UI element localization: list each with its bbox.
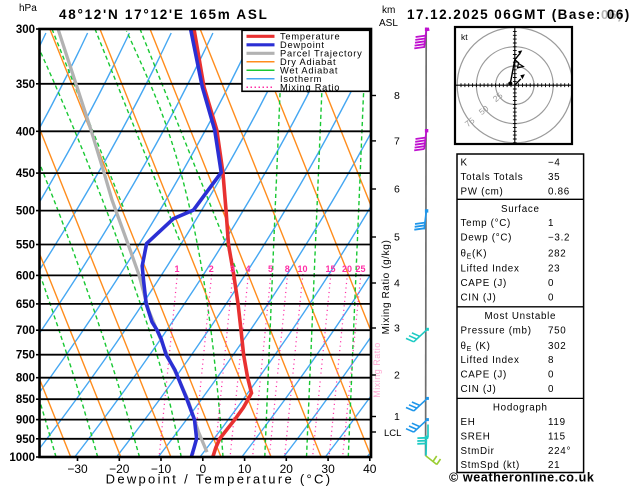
- svg-text:4: 4: [394, 278, 400, 290]
- svg-text:Most Unstable: Most Unstable: [484, 311, 556, 322]
- svg-text:Dewp (°C): Dewp (°C): [461, 233, 513, 244]
- svg-text:15: 15: [325, 264, 335, 274]
- svg-text:−30: −30: [67, 462, 88, 476]
- svg-text:850: 850: [16, 394, 35, 406]
- svg-text:550: 550: [16, 240, 35, 252]
- svg-text:0: 0: [548, 292, 554, 303]
- svg-text:CIN (J): CIN (J): [461, 384, 497, 395]
- svg-text:3: 3: [394, 323, 400, 335]
- svg-text:10: 10: [297, 264, 307, 274]
- svg-text:CAPE (J): CAPE (J): [461, 278, 507, 289]
- svg-text:PW (cm): PW (cm): [461, 186, 504, 197]
- svg-text:EH: EH: [461, 417, 476, 428]
- svg-text:8: 8: [394, 90, 400, 102]
- svg-text:Totals Totals: Totals Totals: [461, 172, 524, 183]
- svg-text:950: 950: [16, 434, 35, 446]
- svg-text:8: 8: [548, 355, 554, 366]
- svg-text:CAPE (J): CAPE (J): [461, 370, 507, 381]
- svg-text:hPa: hPa: [19, 3, 37, 14]
- svg-text:CIN (J): CIN (J): [461, 292, 497, 303]
- svg-text:θE(K): θE(K): [461, 248, 488, 260]
- svg-text:17.12.2025 06GMT (Base: 06): 17.12.2025 06GMT (Base: 06): [407, 7, 629, 22]
- svg-text:224°: 224°: [548, 446, 571, 457]
- svg-text:0: 0: [548, 384, 554, 395]
- svg-text:23: 23: [548, 264, 560, 275]
- svg-text:1: 1: [174, 264, 179, 274]
- svg-text:119: 119: [548, 417, 566, 428]
- svg-text:2: 2: [209, 264, 214, 274]
- svg-text:LCL: LCL: [384, 428, 401, 439]
- svg-text:35: 35: [548, 172, 560, 183]
- svg-text:θE (K): θE (K): [461, 341, 491, 353]
- svg-text:400: 400: [16, 126, 35, 138]
- svg-text:2: 2: [394, 370, 400, 382]
- svg-text:6: 6: [394, 184, 400, 196]
- svg-text:Surface: Surface: [501, 204, 540, 215]
- svg-text:K: K: [461, 158, 468, 169]
- svg-text:km: km: [382, 5, 395, 16]
- svg-text:ASL: ASL: [379, 18, 398, 29]
- svg-text:Mixing Ratio (g/kg): Mixing Ratio (g/kg): [381, 240, 392, 335]
- svg-text:−3.2: −3.2: [548, 233, 570, 244]
- svg-text:Pressure (mb): Pressure (mb): [461, 325, 532, 336]
- svg-text:Lifted Index: Lifted Index: [461, 355, 520, 366]
- svg-text:600: 600: [16, 270, 35, 282]
- svg-text:4: 4: [245, 264, 250, 274]
- svg-text:1: 1: [394, 411, 400, 423]
- svg-text:48°12'N 17°12'E 165m ASL: 48°12'N 17°12'E 165m ASL: [59, 7, 269, 22]
- svg-text:750: 750: [16, 350, 35, 362]
- svg-text:StmDir: StmDir: [461, 446, 495, 457]
- svg-text:8: 8: [285, 264, 290, 274]
- svg-text:1000: 1000: [9, 452, 35, 464]
- svg-text:SREH: SREH: [461, 431, 491, 442]
- svg-text:kt: kt: [461, 32, 468, 42]
- svg-text:0: 0: [548, 370, 554, 381]
- svg-text:40: 40: [363, 462, 377, 476]
- svg-text:3: 3: [230, 264, 235, 274]
- svg-text:900: 900: [16, 415, 35, 427]
- svg-text:5: 5: [394, 232, 400, 244]
- svg-text:800: 800: [16, 373, 35, 385]
- svg-text:750: 750: [548, 325, 566, 336]
- svg-text:0: 0: [548, 278, 554, 289]
- svg-text:450: 450: [16, 168, 35, 180]
- svg-text:700: 700: [16, 325, 35, 337]
- svg-text:7: 7: [394, 135, 400, 147]
- svg-text:Dewpoint / Temperature (°C): Dewpoint / Temperature (°C): [106, 472, 333, 487]
- svg-text:Mixing Ratio: Mixing Ratio: [372, 342, 382, 398]
- svg-text:500: 500: [16, 206, 35, 218]
- svg-text:350: 350: [16, 79, 35, 91]
- svg-text:5: 5: [268, 264, 273, 274]
- svg-text:115: 115: [548, 431, 566, 442]
- svg-text:Mixing Ratio: Mixing Ratio: [280, 82, 340, 92]
- svg-text:© weatheronline.co.uk: © weatheronline.co.uk: [449, 471, 595, 485]
- svg-text:1: 1: [548, 218, 554, 229]
- svg-text:Hodograph: Hodograph: [493, 403, 548, 414]
- svg-text:25: 25: [355, 264, 365, 274]
- svg-text:20: 20: [342, 264, 352, 274]
- svg-text:Lifted Index: Lifted Index: [461, 264, 520, 275]
- svg-text:302: 302: [548, 341, 566, 352]
- svg-text:282: 282: [548, 248, 566, 259]
- svg-text:300: 300: [16, 24, 35, 36]
- svg-text:−4: −4: [548, 158, 561, 169]
- svg-text:Temp (°C): Temp (°C): [461, 218, 512, 229]
- svg-text:650: 650: [16, 299, 35, 311]
- svg-text:0.86: 0.86: [548, 186, 570, 197]
